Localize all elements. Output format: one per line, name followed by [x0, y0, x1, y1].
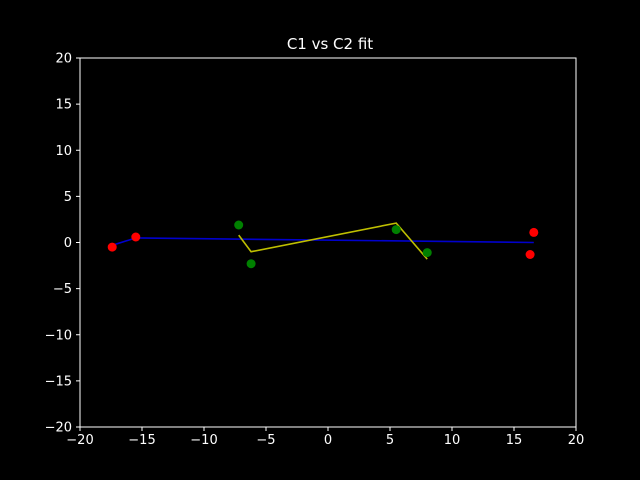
x-tick-label: 10	[444, 433, 461, 448]
scatter-point-2-1	[234, 220, 244, 230]
y-tick-label: 0	[64, 236, 72, 251]
y-tick-label: 5	[64, 190, 72, 205]
scatter-point-2-3	[391, 225, 401, 235]
y-tick-label: 20	[55, 52, 72, 67]
scatter-point-1-4	[529, 227, 539, 237]
y-axis: −20 −15 −10 −5 0 5 10 15 20	[45, 52, 80, 436]
chart-title: C1 vs C2 fit	[287, 35, 373, 53]
y-tick-label: −15	[45, 374, 72, 389]
y-tick-label: 10	[55, 144, 72, 159]
scatter-point-1-2	[131, 232, 141, 242]
scatter-point-2-4	[422, 248, 432, 258]
scatter-point-1-3	[525, 250, 535, 259]
x-tick-label: 15	[506, 433, 523, 448]
x-tick-label: −10	[190, 433, 217, 448]
scatter-point-1-1	[107, 242, 117, 252]
scatter-layer	[107, 220, 539, 269]
x-axis: −20 −15 −10 −5 0 5 10 15 20	[66, 427, 584, 448]
x-tick-label: −15	[128, 433, 155, 448]
fit-line-2	[238, 222, 428, 260]
scatter-point-2-2	[246, 259, 256, 269]
y-tick-label: −5	[53, 282, 72, 297]
y-tick-label: 15	[55, 98, 72, 113]
x-tick-label: −5	[256, 433, 275, 448]
y-tick-label: −10	[45, 328, 72, 343]
x-tick-label: −20	[66, 433, 93, 448]
y-tick-label: −20	[45, 421, 72, 436]
x-tick-label: 0	[324, 433, 332, 448]
x-tick-label: 5	[386, 433, 394, 448]
x-tick-label: 20	[568, 433, 585, 448]
